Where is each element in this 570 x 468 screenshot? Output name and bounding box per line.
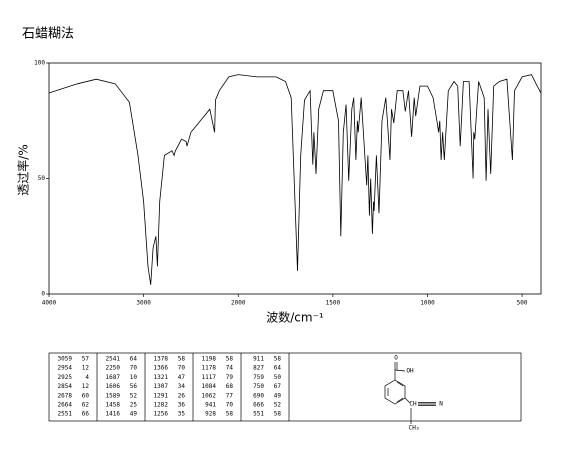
- peak-wavenumber: 2664: [58, 402, 73, 409]
- peak-wavenumber: 750: [253, 383, 264, 390]
- spectrum-line: [48, 74, 542, 285]
- peak-wavenumber: 1256: [154, 411, 169, 418]
- atom-label: O: [394, 355, 398, 362]
- x-tick-label: 1500: [326, 300, 341, 307]
- peak-wavenumber: 551: [253, 411, 264, 418]
- x-tick-label: 2000: [231, 300, 246, 307]
- y-tick-label: 50: [38, 175, 46, 182]
- table-frame: [48, 352, 522, 422]
- peak-transmittance: 25: [130, 402, 138, 409]
- peak-wavenumber: 690: [253, 392, 264, 399]
- x-tick-label: 500: [517, 300, 528, 307]
- peak-transmittance: 52: [274, 402, 282, 409]
- peak-transmittance: 12: [82, 365, 90, 372]
- peak-transmittance: 60: [82, 392, 90, 399]
- peak-transmittance: 70: [178, 365, 186, 372]
- peak-transmittance: 58: [274, 411, 282, 418]
- peak-transmittance: 34: [178, 383, 186, 390]
- peak-transmittance: 49: [274, 392, 282, 399]
- atom-label: CH₃: [409, 425, 420, 432]
- peak-wavenumber: 1291: [154, 392, 169, 399]
- peak-transmittance: 64: [274, 365, 282, 372]
- peak-wavenumber: 3059: [58, 356, 73, 363]
- peak-wavenumber: 1458: [106, 402, 121, 409]
- peak-transmittance: 64: [130, 356, 138, 363]
- peak-wavenumber: 1084: [202, 383, 217, 390]
- peak-transmittance: 58: [178, 356, 186, 363]
- peak-wavenumber: 827: [253, 365, 264, 372]
- peak-wavenumber: 1366: [154, 365, 169, 372]
- peak-transmittance: 77: [226, 392, 234, 399]
- peak-wavenumber: 1687: [106, 374, 121, 381]
- peak-wavenumber: 2854: [58, 383, 73, 390]
- chart-title: 石蜡糊法: [22, 26, 74, 42]
- peak-wavenumber: 1321: [154, 374, 169, 381]
- peak-transmittance: 70: [226, 402, 234, 409]
- peak-transmittance: 47: [178, 374, 186, 381]
- peak-transmittance: 52: [130, 392, 138, 399]
- atom-label: N: [439, 401, 443, 408]
- peak-wavenumber: 1378: [154, 356, 169, 363]
- peak-transmittance: 57: [82, 356, 90, 363]
- peak-transmittance: 70: [130, 365, 138, 372]
- peak-transmittance: 68: [226, 383, 234, 390]
- peak-wavenumber: 2541: [106, 356, 121, 363]
- peak-transmittance: 66: [82, 411, 90, 418]
- peak-wavenumber: 1307: [154, 383, 169, 390]
- peak-wavenumber: 1117: [202, 374, 217, 381]
- peak-transmittance: 26: [178, 392, 186, 399]
- y-axis-label: 透过率/%: [16, 144, 31, 195]
- peak-transmittance: 56: [130, 383, 138, 390]
- peak-transmittance: 50: [274, 374, 282, 381]
- peak-wavenumber: 911: [253, 356, 264, 363]
- peak-wavenumber: 1589: [106, 392, 121, 399]
- peak-transmittance: 74: [226, 365, 234, 372]
- structure: [384, 362, 436, 424]
- peak-wavenumber: 1062: [202, 392, 217, 399]
- peak-wavenumber: 928: [205, 411, 216, 418]
- peak-wavenumber: 759: [253, 374, 264, 381]
- peak-wavenumber: 941: [205, 402, 216, 409]
- peak-wavenumber: 2925: [58, 374, 73, 381]
- x-tick-label: 1000: [420, 300, 435, 307]
- peak-wavenumber: 2678: [58, 392, 73, 399]
- peak-transmittance: 12: [82, 383, 90, 390]
- peak-wavenumber: 2954: [58, 365, 73, 372]
- peak-transmittance: 49: [130, 411, 138, 418]
- atom-label: CH: [409, 401, 417, 408]
- peak-transmittance: 36: [178, 402, 186, 409]
- peak-transmittance: 58: [226, 356, 234, 363]
- peak-transmittance: 58: [226, 411, 234, 418]
- peak-wavenumber: 1282: [154, 402, 169, 409]
- peak-transmittance: 4: [85, 374, 89, 381]
- peak-wavenumber: 666: [253, 402, 264, 409]
- peak-wavenumber: 2551: [58, 411, 73, 418]
- peak-wavenumber: 2250: [106, 365, 121, 372]
- x-tick-label: 4000: [42, 300, 57, 307]
- x-axis-label: 波数/cm⁻¹: [266, 310, 324, 325]
- y-tick-label: 0: [41, 291, 45, 298]
- peak-transmittance: 62: [82, 402, 90, 409]
- peak-wavenumber: 1198: [202, 356, 217, 363]
- peak-wavenumber: 1178: [202, 365, 217, 372]
- plot-frame: [48, 62, 542, 295]
- atom-label: OH: [406, 368, 414, 375]
- peak-wavenumber: 1606: [106, 383, 121, 390]
- peak-transmittance: 35: [178, 411, 186, 418]
- y-tick-label: 100: [34, 60, 45, 67]
- peak-transmittance: 58: [274, 356, 282, 363]
- peak-transmittance: 10: [130, 374, 138, 381]
- peak-transmittance: 79: [226, 374, 234, 381]
- peak-transmittance: 67: [274, 383, 282, 390]
- x-tick-label: 3000: [136, 300, 151, 307]
- peak-wavenumber: 1416: [106, 411, 121, 418]
